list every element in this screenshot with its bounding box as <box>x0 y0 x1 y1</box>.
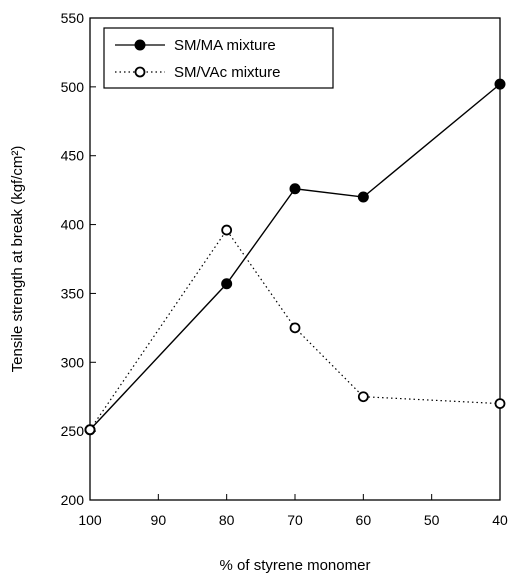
x-axis-ticks: 100 90 80 70 60 50 40 <box>78 494 508 528</box>
y-tick-label-500: 500 <box>61 79 85 95</box>
series-1-point-70 <box>289 322 301 334</box>
y-tick-label-550: 550 <box>61 10 85 26</box>
legend-marker-sm-vac <box>134 66 146 78</box>
x-tick-label-70: 70 <box>287 512 303 528</box>
x-tick-label-90: 90 <box>151 512 167 528</box>
x-tick-label-80: 80 <box>219 512 235 528</box>
x-axis-label: % of styrene monomer <box>220 557 371 574</box>
legend-box <box>103 27 334 89</box>
series-0-point-40 <box>494 78 506 90</box>
legend-marker-sm-ma <box>134 39 146 51</box>
y-tick-label-350: 350 <box>61 285 85 301</box>
legend-label-sm-vac: SM/VAc mixture <box>174 64 280 81</box>
series-0-point-70 <box>289 183 301 195</box>
x-tick-label-50: 50 <box>424 512 440 528</box>
legend: SM/MA mixture SM/VAc mixture <box>103 27 334 89</box>
y-tick-label-450: 450 <box>61 148 85 164</box>
y-tick-label-300: 300 <box>61 354 85 370</box>
y-tick-label-250: 250 <box>61 423 85 439</box>
x-tick-label-100: 100 <box>78 512 102 528</box>
series-layer <box>84 78 506 436</box>
y-tick-label-400: 400 <box>61 217 85 233</box>
series-line-0 <box>89 83 501 431</box>
legend-label-sm-ma: SM/MA mixture <box>174 37 276 54</box>
series-0-point-80 <box>221 278 233 290</box>
series-1-point-40 <box>494 398 506 410</box>
series-1-point-100 <box>84 424 96 436</box>
y-tick-label-200: 200 <box>61 492 85 508</box>
x-tick-label-40: 40 <box>492 512 508 528</box>
x-tick-label-60: 60 <box>356 512 372 528</box>
series-1-point-60 <box>357 391 369 403</box>
series-0-point-60 <box>357 191 369 203</box>
series-1-point-80 <box>221 224 233 236</box>
y-axis-ticks: 200 250 300 350 400 450 500 550 <box>61 10 96 508</box>
plot-frame <box>89 17 501 501</box>
y-axis-label: Tensile strength at break (kgf/cm²) <box>9 146 26 373</box>
